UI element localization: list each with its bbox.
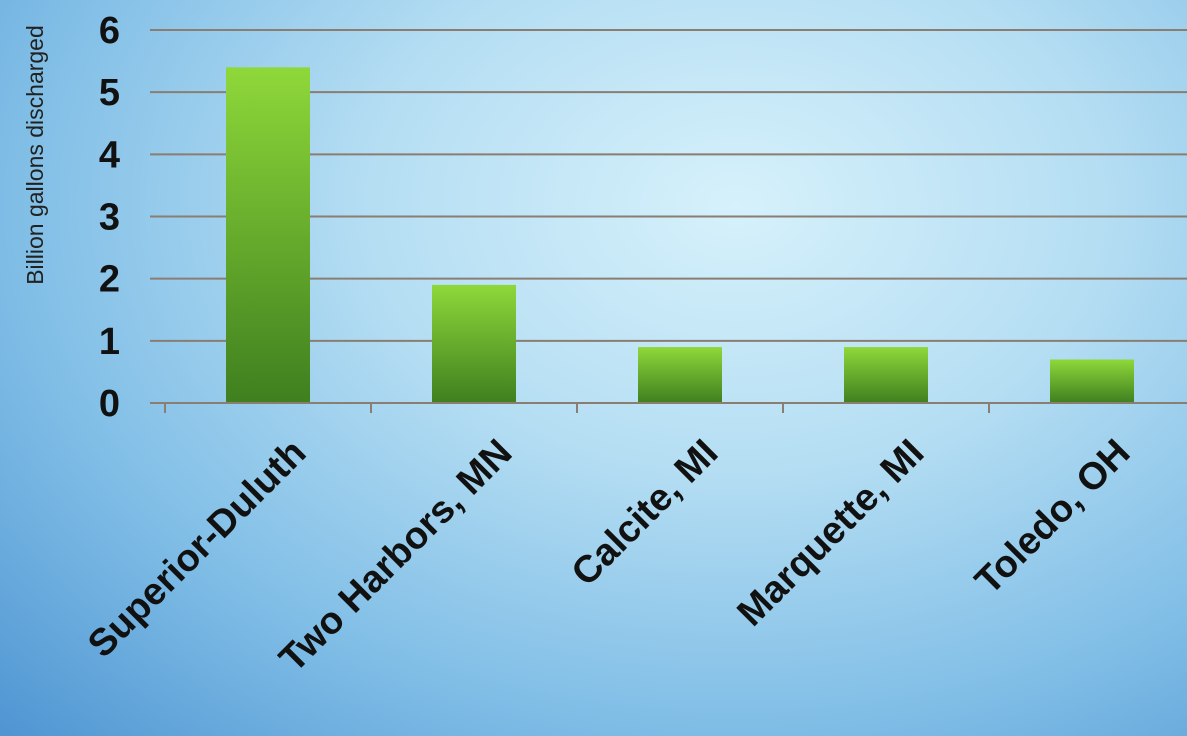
- y-tick-label: 0: [99, 383, 120, 425]
- x-category-label: Superior-Duluth: [80, 432, 314, 666]
- y-tick-label: 2: [99, 259, 120, 301]
- bars: [226, 67, 1134, 404]
- bar: [844, 347, 928, 403]
- y-tick-labels: 0 1 2 3 4 5 6: [99, 10, 120, 425]
- y-tick-label: 1: [99, 321, 120, 363]
- y-tick-label: 4: [99, 134, 120, 176]
- x-category-label: Two Harbors, MN: [272, 432, 521, 681]
- x-category-label: Toledo, OH: [967, 432, 1138, 603]
- x-axis: [150, 402, 1187, 413]
- y-axis-title: Billion gallons discharged: [22, 25, 48, 285]
- y-tick-label: 3: [99, 197, 120, 239]
- gridlines: [150, 29, 1187, 342]
- bar: [226, 67, 310, 404]
- bar: [1050, 359, 1134, 403]
- bar: [432, 284, 516, 403]
- x-category-label: Marquette, MI: [729, 432, 932, 635]
- y-tick-label: 5: [99, 72, 120, 114]
- bar: [638, 347, 722, 403]
- y-tick-label: 6: [99, 10, 120, 52]
- x-category-label: Calcite, MI: [564, 432, 727, 595]
